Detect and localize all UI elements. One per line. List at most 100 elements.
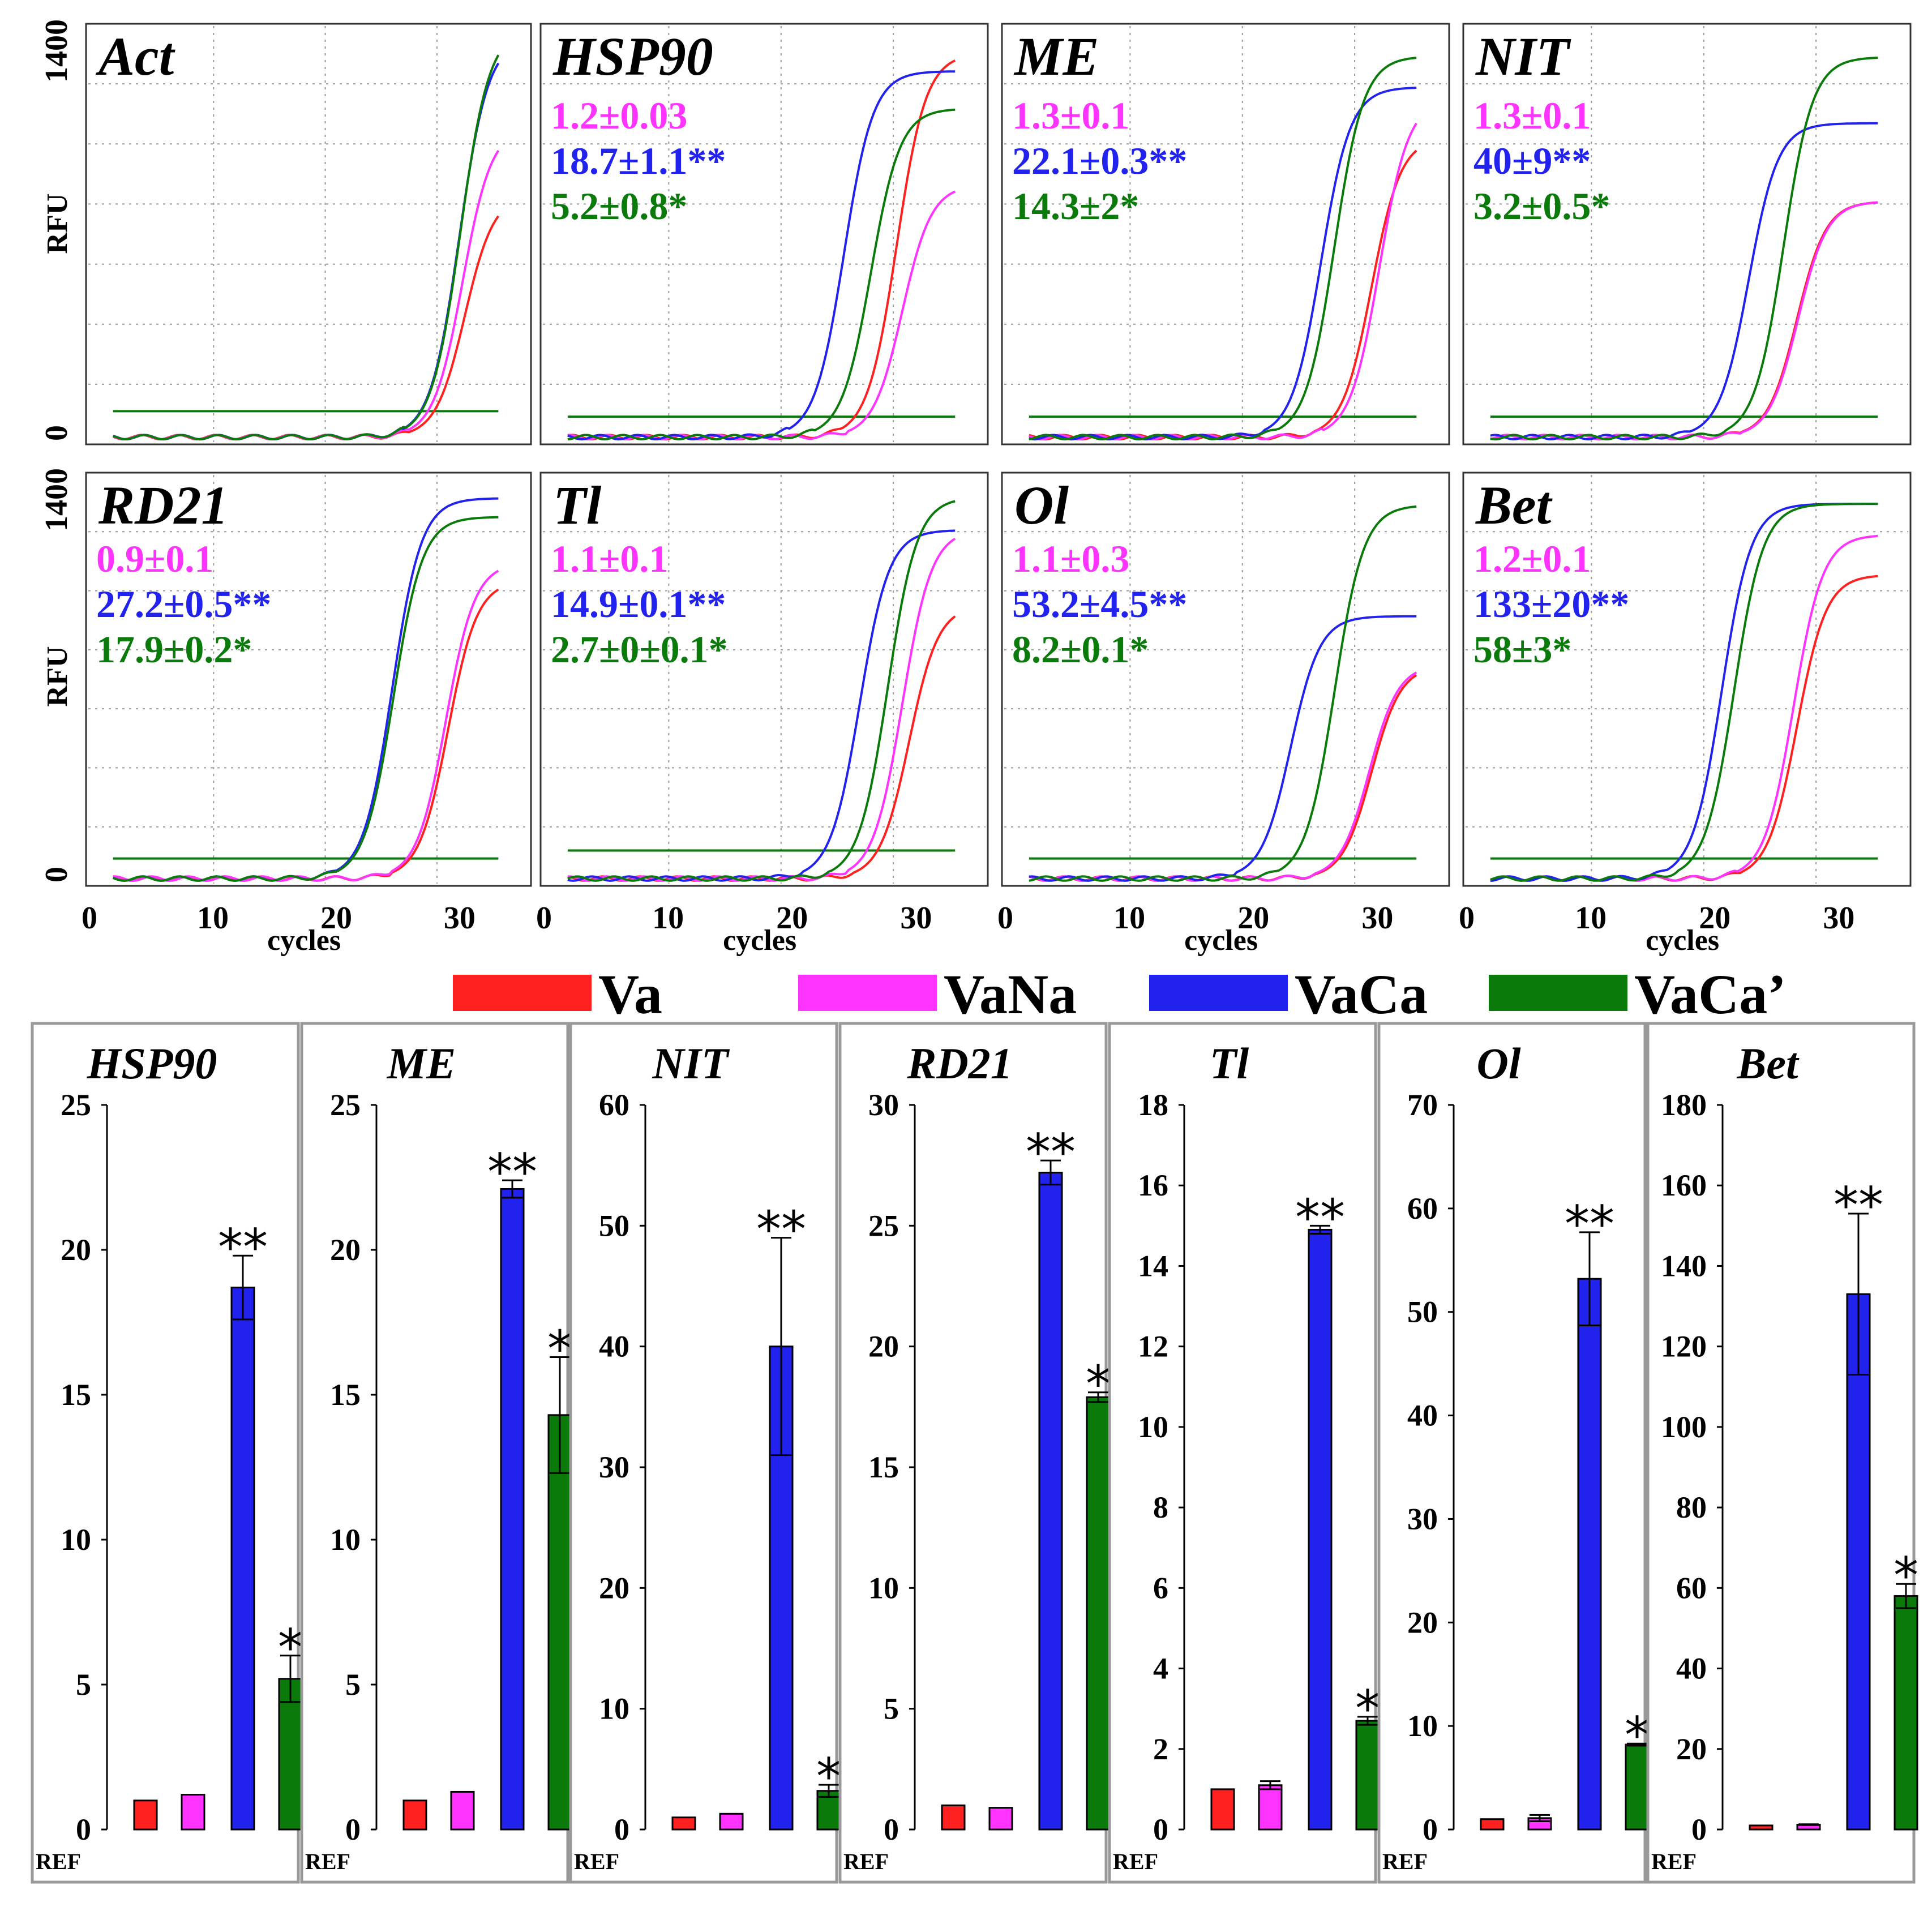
- y-tick-label: 30: [1407, 1502, 1438, 1536]
- x-tick-label: 10: [1113, 901, 1145, 936]
- bar-panel-title: HSP90: [87, 1039, 217, 1088]
- bar-va: [1480, 1818, 1505, 1831]
- x-tick-label: 10: [652, 901, 684, 936]
- y-tick-label: 10: [868, 1571, 899, 1605]
- x-tick-label: 20: [1237, 901, 1269, 936]
- amplification-curve-vaca-prime: [1490, 503, 1878, 882]
- y-tick-label: 60: [599, 1088, 629, 1122]
- x-tick-label: 30: [444, 901, 475, 936]
- y-tick-label: 50: [599, 1209, 629, 1242]
- bar-vana: [719, 1813, 744, 1831]
- bar-vaca: [1846, 1293, 1871, 1831]
- fold-change-annotation: 27.2±0.5**: [96, 582, 271, 625]
- x-axis-label: cycles: [723, 924, 796, 957]
- bar-panel-title: Ol: [1477, 1039, 1521, 1088]
- bar-va: [133, 1799, 158, 1831]
- ref-label: REF: [1651, 1849, 1697, 1874]
- x-tick-label: 0: [997, 901, 1013, 936]
- amplification-panel-me: ME 1.3±0.122.1±0.3**14.3±2*: [1001, 23, 1450, 445]
- legend-item-vaca-prime: VaCa’: [1489, 963, 1787, 1026]
- y-tick-label: 20: [868, 1330, 899, 1364]
- y-tick-label: 0: [614, 1813, 629, 1846]
- ref-label: REF: [36, 1849, 81, 1874]
- y-tick-label: 180: [1661, 1088, 1707, 1122]
- x-tick-label: 20: [776, 901, 808, 936]
- amplification-curve-vaca-prime: [113, 516, 499, 882]
- panel-title: HSP90: [552, 26, 713, 87]
- panel-title: Bet: [1475, 475, 1553, 535]
- y-tick-label: 4: [1153, 1652, 1168, 1686]
- y-tick-label: 15: [61, 1378, 91, 1412]
- bar-vaca: [500, 1188, 525, 1831]
- y-tick-label: 30: [868, 1088, 899, 1122]
- x-tick-label: 10: [1575, 901, 1607, 936]
- x-tick-label: 30: [900, 901, 932, 936]
- significance-marker: *: [547, 1319, 572, 1378]
- panel-title: Tl: [553, 475, 602, 535]
- fold-change-annotation: 8.2±0.1*: [1012, 628, 1149, 671]
- panel-frame: [539, 23, 989, 445]
- y-tick-label: 10: [1407, 1709, 1438, 1743]
- y-tick-label: 50: [1407, 1295, 1438, 1329]
- y-tick-label: 2: [1153, 1732, 1168, 1766]
- bar-panel-title: RD21: [906, 1039, 1012, 1088]
- significance-marker: **: [1834, 1176, 1883, 1235]
- x-tick-label: 0: [536, 901, 552, 936]
- amplification-curve-vaca-prime: [113, 54, 500, 441]
- fold-change-annotation: 22.1±0.3**: [1012, 139, 1187, 182]
- bar-panel-title: NIT: [652, 1039, 730, 1088]
- panel-frame: [1001, 23, 1450, 445]
- y-tick-label: 80: [1676, 1490, 1707, 1524]
- bar-panel-title: Bet: [1736, 1039, 1800, 1088]
- ref-label: REF: [843, 1849, 889, 1874]
- significance-marker: **: [1565, 1195, 1614, 1253]
- y-tick-label: 1400: [39, 468, 74, 532]
- y-tick-label: 12: [1138, 1330, 1168, 1364]
- bar-va: [1210, 1788, 1235, 1831]
- bar-panel-title: ME: [386, 1039, 456, 1088]
- panel-frame: [85, 472, 532, 887]
- legend-swatch: [798, 975, 937, 1011]
- fold-change-annotation: 1.3±0.1: [1473, 94, 1591, 137]
- y-tick-label: 70: [1407, 1088, 1438, 1122]
- amplification-curve-vana: [113, 569, 499, 882]
- y-tick-label: 0: [39, 867, 74, 882]
- amplification-panel-nit: NIT 1.3±0.140±9**3.2±0.5*: [1462, 23, 1912, 445]
- fold-change-annotation: 1.3±0.1: [1012, 94, 1129, 137]
- bar-panel-frame: [1377, 1022, 1647, 1884]
- y-tick-label: 20: [599, 1571, 629, 1605]
- significance-marker: **: [487, 1143, 537, 1201]
- amplification-panel-ol: Ol1.1±0.353.2±4.5**8.2±0.1*: [1001, 472, 1450, 887]
- bar-va: [941, 1804, 966, 1831]
- fold-change-annotation: 58±3*: [1473, 628, 1571, 671]
- bar-vaca: [1577, 1278, 1602, 1831]
- fold-change-annotation: 14.9±0.1**: [551, 582, 726, 625]
- bar-panel-title: Tl: [1210, 1039, 1249, 1088]
- legend-item-vana: VaNa: [798, 963, 1077, 1026]
- bar-vaca: [1308, 1228, 1333, 1831]
- y-tick-label: 25: [330, 1088, 361, 1122]
- y-tick-label: 15: [868, 1450, 899, 1484]
- y-tick-label: 6: [1153, 1571, 1168, 1605]
- bar-panel-frame: [1108, 1022, 1377, 1884]
- fold-change-annotation: 14.3±2*: [1012, 185, 1139, 228]
- y-tick-label: 14: [1138, 1249, 1168, 1283]
- y-tick-label: 0: [76, 1813, 91, 1846]
- fold-change-annotation: 2.7±0±0.1*: [551, 628, 728, 671]
- bar-vaca-prime: [1086, 1396, 1111, 1831]
- x-axis-label: cycles: [1184, 924, 1258, 957]
- amplification-curve-vaca: [1029, 87, 1417, 441]
- amplification-curve-vaca-prime: [567, 108, 956, 441]
- y-tick-label: 16: [1138, 1168, 1168, 1202]
- panel-title: Ol: [1014, 475, 1069, 535]
- y-tick-label: 0: [1691, 1813, 1707, 1846]
- ref-label: REF: [1382, 1849, 1428, 1874]
